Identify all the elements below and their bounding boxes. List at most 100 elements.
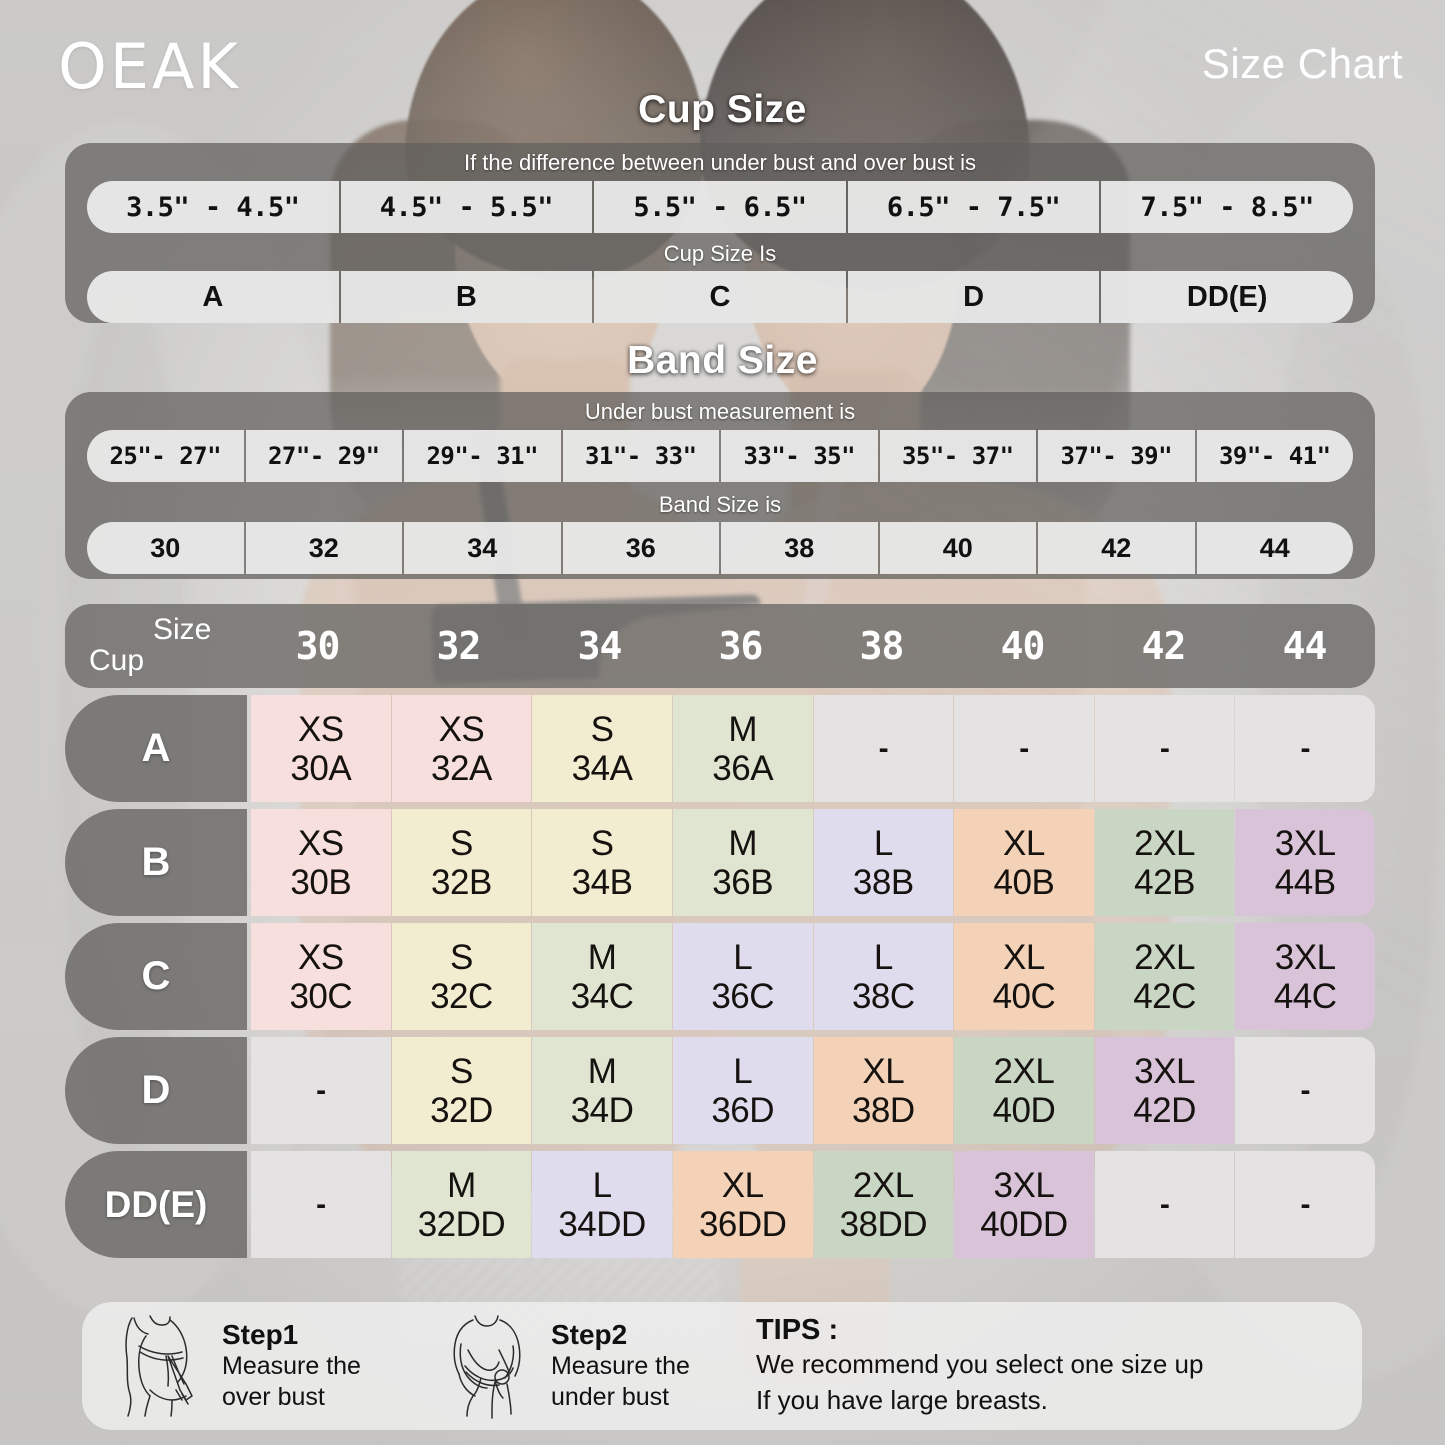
matrix-col-header-40: 40 bbox=[1000, 624, 1046, 668]
matrix-cell-36DD(E): XL 36DD bbox=[672, 1151, 813, 1258]
cell-size-label: XL bbox=[1003, 823, 1045, 863]
matrix-row-label-DD(E): DD(E) bbox=[65, 1151, 247, 1258]
matrix-cell-42D: 3XL 42D bbox=[1094, 1037, 1235, 1144]
matrix-row-cells: - M 32DD L 34DD XL 36DD 2XL 38DD 3XL 40DD - - bbox=[247, 1151, 1375, 1258]
cup-range-cell-2: 5.5" - 6.5" bbox=[594, 181, 846, 233]
cell-code-label: 36D bbox=[711, 1090, 775, 1130]
cell-code-label: 40D bbox=[992, 1090, 1056, 1130]
cell-size-label: - bbox=[1159, 1187, 1170, 1221]
matrix-cell-38DD(E): 2XL 38DD bbox=[813, 1151, 954, 1258]
cell-size-label: L bbox=[592, 1165, 612, 1205]
cup-range-row: 3.5" - 4.5" 4.5" - 5.5" 5.5" - 6.5" 6.5" - … bbox=[65, 181, 1375, 233]
cell-code-label: 40B bbox=[993, 862, 1055, 902]
matrix-cell-40B: XL 40B bbox=[954, 809, 1094, 916]
matrix-cell-36B: M 36B bbox=[672, 809, 813, 916]
matrix-col-header-36: 36 bbox=[718, 624, 764, 668]
cell-size-label: 3XL bbox=[1134, 1051, 1195, 1091]
band-value-cell-0: 30 bbox=[87, 522, 244, 574]
cell-size-label: XS bbox=[297, 823, 344, 863]
cup-value-cell-4: DD(E) bbox=[1101, 271, 1353, 323]
matrix-cell-34D: M 34D bbox=[532, 1037, 672, 1144]
matrix-cell-30B: XS 30B bbox=[251, 809, 391, 916]
band-value-cell-7: 44 bbox=[1196, 522, 1353, 574]
cell-size-label: 3XL bbox=[1274, 823, 1336, 863]
cell-size-label: L bbox=[873, 937, 893, 977]
matrix-cell-30C: XS 30C bbox=[251, 923, 391, 1030]
cell-size-label: M bbox=[728, 823, 758, 863]
cell-code-label: 32C bbox=[430, 976, 493, 1016]
matrix-col-header-30: 30 bbox=[295, 624, 341, 668]
matrix-cell-44B: 3XL 44B bbox=[1235, 809, 1375, 916]
band-value-cell-4: 38 bbox=[721, 522, 878, 574]
matrix-row-cells: XS 30C S 32C M 34C L 36C L 38C XL 40C 2XL 42C 3XL 44C bbox=[247, 923, 1375, 1030]
cup-value-cell-2: C bbox=[594, 271, 846, 323]
matrix-col-header-38: 38 bbox=[859, 624, 905, 668]
cell-size-label: L bbox=[733, 937, 753, 977]
band-value-cell-2: 34 bbox=[404, 522, 561, 574]
matrix-cell-40DD(E): 3XL 40DD bbox=[954, 1151, 1094, 1258]
matrix-corner-cell: Size Cup bbox=[65, 604, 247, 688]
matrix-cell-44A: - bbox=[1235, 695, 1375, 802]
matrix-row-cells: XS 30B S 32B S 34B M 36B L 38B XL 40B 2XL 42B 3XL 44B bbox=[247, 809, 1375, 916]
cell-code-label: 30A bbox=[290, 748, 352, 788]
cup-size-caption: If the difference between under bust and… bbox=[463, 150, 977, 175]
step1-heading: Step1 bbox=[222, 1318, 299, 1350]
cup-range-cell-1: 4.5" - 5.5" bbox=[340, 181, 593, 233]
cup-size-heading: Cup Size bbox=[638, 88, 807, 131]
matrix-row-C: C XS 30C S 32C M 34C L 36C L 38C XL 40C 2XL 42C 3XL 44C bbox=[65, 923, 1375, 1030]
band-range-cell-5: 35"- 37" bbox=[879, 430, 1036, 482]
cup-range-cell-3: 6.5" - 7.5" bbox=[847, 181, 1100, 233]
matrix-row-B: B XS 30B S 32B S 34B M 36B L 38B XL 40B 2XL 42B 3XL 44B bbox=[65, 809, 1375, 916]
cup-value-cell-0: A bbox=[87, 271, 339, 323]
matrix-col-header-44: 44 bbox=[1282, 624, 1328, 668]
cell-size-label: - bbox=[1300, 1187, 1310, 1221]
corner-cup-label: Cup bbox=[89, 644, 145, 677]
matrix-cell-36A: M 36A bbox=[672, 695, 813, 802]
cup-range-cell-0: 3.5" - 4.5" bbox=[87, 181, 339, 233]
cup-range-cell-4: 7.5" - 8.5" bbox=[1101, 181, 1353, 233]
matrix-cell-34C: M 34C bbox=[532, 923, 672, 1030]
matrix-cell-34A: S 34A bbox=[532, 695, 672, 802]
cell-size-label: 3XL bbox=[1274, 937, 1336, 977]
matrix-row-cells: XS 30A XS 32A S 34A M 36A - - - - bbox=[247, 695, 1375, 802]
cell-size-label: 2XL bbox=[1134, 937, 1195, 977]
band-value-cell-1: 32 bbox=[245, 522, 402, 574]
cell-code-label: 32D bbox=[430, 1090, 493, 1130]
cell-size-label: - bbox=[1019, 731, 1029, 765]
matrix-cell-36D: L 36D bbox=[672, 1037, 813, 1144]
cup-value-cell-1: B bbox=[340, 271, 593, 323]
over-bust-measure-icon bbox=[106, 1310, 210, 1422]
cell-code-label: 38B bbox=[852, 862, 914, 902]
cell-code-label: 44B bbox=[1274, 862, 1336, 902]
cell-code-label: 42D bbox=[1133, 1090, 1196, 1130]
cell-code-label: 40DD bbox=[980, 1204, 1068, 1244]
cell-size-label: XL bbox=[721, 1165, 764, 1205]
cell-code-label: 36DD bbox=[698, 1204, 787, 1244]
cell-code-label: 38D bbox=[851, 1090, 915, 1130]
cell-size-label: S bbox=[590, 823, 614, 863]
matrix-cell-38A: - bbox=[813, 695, 954, 802]
cell-code-label: 30C bbox=[289, 976, 353, 1016]
cell-size-label: 2XL bbox=[852, 1165, 914, 1205]
cell-code-label: 42B bbox=[1134, 862, 1195, 902]
brand-logo: OEAK bbox=[58, 30, 242, 103]
matrix-row-cells: - S 32D M 34D L 36D XL 38D 2XL 40D 3XL 42D - bbox=[247, 1037, 1375, 1144]
cell-size-label: - bbox=[1300, 1073, 1310, 1107]
cell-code-label: 34D bbox=[570, 1090, 634, 1130]
tips-heading: TIPS : bbox=[755, 1313, 839, 1346]
cell-size-label: M bbox=[587, 1051, 617, 1091]
cell-code-label: 38C bbox=[851, 976, 915, 1016]
band-value-cell-3: 36 bbox=[562, 522, 719, 574]
step1-line2: over bust bbox=[222, 1383, 325, 1411]
cell-size-label: M bbox=[728, 709, 758, 749]
cell-size-label: 2XL bbox=[993, 1051, 1055, 1091]
cell-code-label: 40C bbox=[992, 976, 1056, 1016]
cup-size-panel: If the difference between under bust and… bbox=[65, 143, 1375, 323]
matrix-header: Size Cup 30 32 34 36 38 40 42 44 bbox=[65, 604, 1375, 688]
cell-size-label: 3XL bbox=[993, 1165, 1055, 1205]
matrix-cell-38B: L 38B bbox=[813, 809, 954, 916]
cell-size-label: S bbox=[450, 823, 473, 863]
cell-code-label: 44C bbox=[1273, 976, 1337, 1016]
matrix-cell-44C: 3XL 44C bbox=[1235, 923, 1375, 1030]
cell-size-label: XL bbox=[1003, 937, 1045, 977]
